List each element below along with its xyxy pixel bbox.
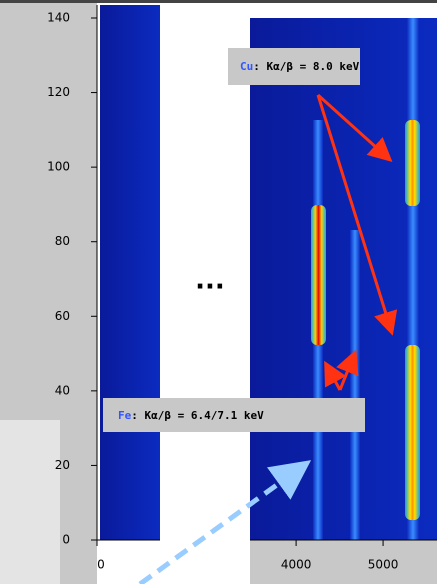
y-tick-label: 0 [62, 533, 70, 547]
streak [405, 120, 420, 206]
streak [311, 205, 326, 345]
y-tick-label: 140 [47, 11, 70, 25]
arrow [324, 360, 347, 391]
arrow [336, 349, 359, 391]
x-tick-label: 5000 [368, 558, 399, 572]
side-box [0, 420, 60, 584]
x-tick-label: 0 [97, 558, 105, 572]
annotation: Cu: Kα/β = 8.0 keV [240, 60, 360, 73]
arrows [138, 93, 398, 584]
y-tick-label: 60 [55, 309, 70, 323]
annotation: Fe: Kα/β = 6.4/7.1 keV [118, 409, 264, 422]
arrow [316, 93, 393, 163]
annotation-element: Fe [118, 409, 132, 422]
top-edge [0, 0, 437, 3]
y-tick-label: 100 [47, 160, 70, 174]
arrow [316, 94, 398, 336]
annotation-text: : Kα/β = 6.4/7.1 keV [131, 409, 264, 422]
annotation-element: Cu [240, 60, 253, 73]
axis-panel [250, 540, 437, 584]
y-tick-label: 40 [55, 383, 70, 397]
label-box [103, 398, 365, 432]
arrow [138, 460, 312, 584]
y-tick-label: 80 [55, 234, 70, 248]
streak [350, 230, 360, 540]
y-tick-label: 20 [55, 458, 70, 472]
ellipsis: ... [195, 266, 225, 296]
annotation-text: : Kα/β = 8.0 keV [253, 60, 359, 73]
label-box [228, 48, 360, 85]
heatmap-left [100, 5, 160, 540]
x-tick-label: 4000 [281, 558, 312, 572]
streak [405, 345, 420, 520]
y-tick-label: 120 [47, 85, 70, 99]
